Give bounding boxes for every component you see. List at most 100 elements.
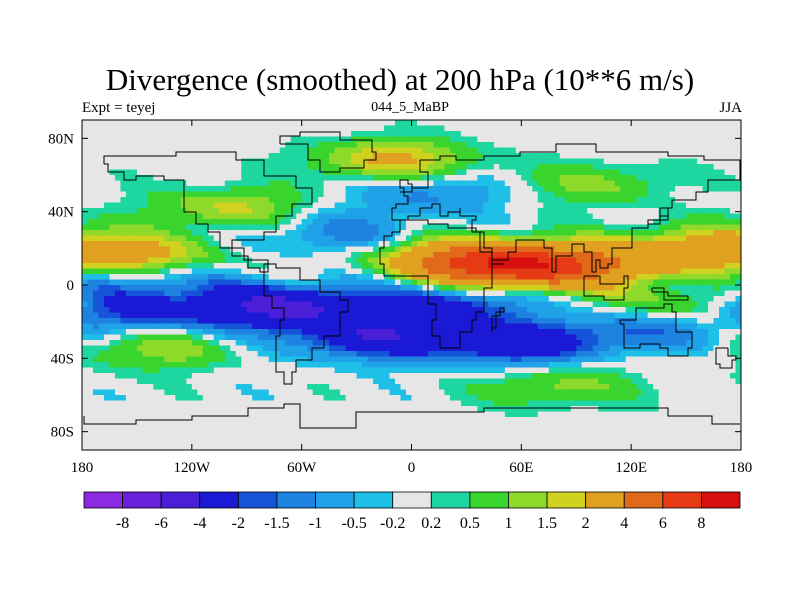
- contour-cell: [400, 142, 407, 149]
- contour-cell: [488, 433, 495, 440]
- contour-cell: [488, 334, 495, 341]
- contour-cell: [362, 285, 369, 292]
- contour-cell: [109, 318, 116, 325]
- contour-cell: [252, 164, 259, 171]
- contour-cell: [98, 263, 105, 270]
- contour-cell: [175, 136, 182, 143]
- contour-cell: [351, 367, 358, 374]
- contour-cell: [362, 153, 369, 160]
- contour-cell: [340, 202, 347, 209]
- contour-cell: [449, 180, 457, 187]
- contour-cell: [268, 307, 275, 314]
- contour-cell: [340, 252, 347, 259]
- contour-cell: [329, 389, 336, 396]
- contour-cell: [340, 323, 347, 330]
- contour-cell: [125, 395, 133, 402]
- contour-cell: [384, 186, 391, 193]
- contour-cell: [499, 279, 506, 286]
- contour-cell: [422, 411, 429, 418]
- contour-cell: [406, 142, 413, 149]
- contour-cell: [406, 312, 413, 319]
- contour-cell: [395, 175, 402, 182]
- contour-cell: [362, 334, 369, 341]
- contour-cell: [373, 367, 380, 374]
- contour-cell: [351, 175, 358, 182]
- contour-cell: [246, 301, 253, 308]
- contour-cell: [208, 224, 215, 231]
- contour-cell: [378, 406, 385, 413]
- contour-cell: [164, 301, 171, 308]
- contour-cell: [416, 279, 424, 286]
- contour-cell: [389, 389, 396, 396]
- contour-cell: [147, 246, 154, 253]
- contour-cell: [384, 169, 391, 176]
- contour-cell: [400, 428, 407, 435]
- contour-cell: [427, 340, 435, 347]
- contour-cell: [422, 373, 429, 380]
- contour-cell: [395, 312, 402, 319]
- contour-cell: [285, 169, 292, 176]
- contour-cell: [257, 351, 264, 358]
- contour-cell: [504, 362, 511, 369]
- contour-cell: [98, 384, 105, 391]
- contour-cell: [109, 263, 116, 270]
- contour-cell: [224, 439, 231, 446]
- contour-cell: [367, 439, 374, 446]
- contour-cell: [345, 153, 352, 160]
- contour-cell: [202, 323, 209, 330]
- contour-cell: [191, 180, 198, 187]
- contour-cell: [406, 389, 413, 396]
- contour-cell: [208, 406, 215, 413]
- contour-cell: [241, 142, 248, 149]
- contour-cell: [384, 263, 391, 270]
- contour-cell: [422, 263, 429, 270]
- contour-cell: [202, 131, 209, 138]
- contour-cell: [301, 373, 308, 380]
- contour-cell: [510, 312, 517, 319]
- contour-cell: [351, 213, 358, 220]
- contour-cell: [482, 318, 489, 325]
- contour-cell: [427, 323, 435, 330]
- contour-cell: [202, 378, 209, 385]
- contour-cell: [411, 153, 418, 160]
- contour-cell: [125, 169, 133, 176]
- contour-cell: [98, 213, 105, 220]
- contour-cell: [449, 147, 457, 154]
- contour-cell: [98, 356, 105, 363]
- contour-cell: [312, 318, 319, 325]
- contour-cell: [455, 323, 462, 330]
- contour-cell: [263, 417, 270, 424]
- contour-cell: [125, 389, 133, 396]
- contour-cell: [460, 197, 468, 204]
- contour-cell: [373, 428, 380, 435]
- contour-cell: [477, 439, 484, 446]
- contour-cell: [455, 219, 462, 226]
- contour-cell: [307, 202, 314, 209]
- contour-cell: [296, 235, 303, 242]
- contour-cell: [411, 334, 418, 341]
- contour-cell: [92, 175, 100, 182]
- contour-cell: [131, 356, 138, 363]
- contour-cell: [323, 219, 330, 226]
- contour-cell: [296, 125, 303, 132]
- contour-cell: [504, 439, 511, 446]
- contour-cell: [82, 224, 89, 231]
- contour-cell: [427, 406, 435, 413]
- contour-cell: [202, 224, 209, 231]
- contour-cell: [340, 268, 347, 275]
- contour-cell: [197, 279, 204, 286]
- contour-cell: [224, 345, 231, 352]
- contour-cell: [334, 230, 341, 237]
- contour-cell: [213, 235, 220, 242]
- contour-cell: [395, 131, 402, 138]
- contour-cell: [213, 411, 220, 418]
- contour-cell: [109, 307, 116, 314]
- contour-cell: [482, 202, 489, 209]
- contour-cell: [279, 362, 286, 369]
- contour-cell: [175, 219, 182, 226]
- contour-cell: [532, 334, 539, 341]
- contour-cell: [268, 384, 275, 391]
- contour-cell: [180, 230, 187, 237]
- contour-cell: [438, 340, 446, 347]
- contour-cell: [114, 362, 122, 369]
